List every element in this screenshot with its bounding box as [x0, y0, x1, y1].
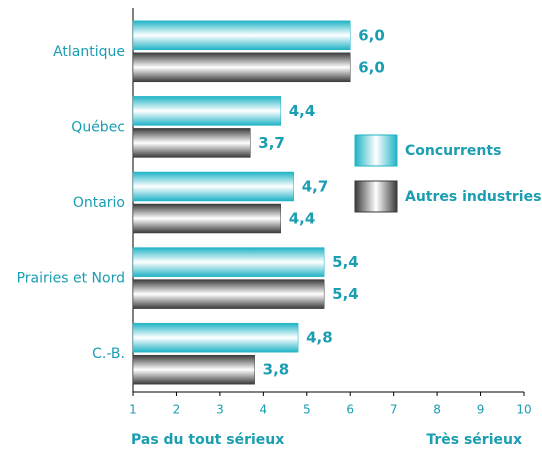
x-tick-label: 4: [260, 403, 268, 417]
category-label: Ontario: [73, 195, 125, 211]
x-tick-label: 6: [346, 403, 354, 417]
category-label: Atlantique: [53, 44, 125, 60]
x-axis-label-left: Pas du tout sérieux: [131, 432, 284, 448]
x-tick-label: 8: [433, 403, 441, 417]
x-tick-label: 3: [216, 403, 224, 417]
bar: [132, 96, 281, 126]
value-label: 4,4: [289, 102, 316, 120]
x-tick-label: 5: [303, 403, 311, 417]
bar: [132, 354, 255, 385]
x-axis-label-right: Très sérieux: [426, 432, 522, 448]
value-label: 6,0: [358, 58, 385, 76]
x-tick-label: 10: [516, 403, 531, 417]
bar: [132, 52, 351, 83]
bar: [132, 171, 294, 202]
value-label: 5,4: [332, 253, 359, 271]
value-label: 6,0: [358, 26, 385, 44]
legend-label: Autres industries: [405, 189, 541, 205]
bar: [132, 322, 299, 353]
legend-label: Concurrents: [405, 143, 501, 159]
x-tick-label: 9: [477, 403, 485, 417]
x-tick-label: 7: [390, 403, 398, 417]
value-label: 5,4: [332, 285, 359, 303]
value-label: 3,8: [263, 361, 290, 379]
value-label: 4,4: [289, 210, 316, 228]
value-label: 3,7: [258, 134, 285, 152]
x-tick-label: 1: [129, 403, 137, 417]
bar: [132, 203, 281, 234]
legend-swatch: [354, 134, 398, 167]
category-label: Prairies et Nord: [17, 271, 125, 287]
bar: [132, 247, 325, 277]
bar: [132, 128, 251, 158]
legend-swatch: [354, 180, 398, 213]
bar: [132, 279, 325, 309]
category-label: Québec: [71, 119, 125, 135]
x-tick-label: 2: [173, 403, 181, 417]
value-label: 4,8: [306, 329, 333, 347]
category-label: C.-B.: [92, 346, 125, 362]
bar: [132, 20, 351, 51]
value-label: 4,7: [302, 178, 329, 196]
